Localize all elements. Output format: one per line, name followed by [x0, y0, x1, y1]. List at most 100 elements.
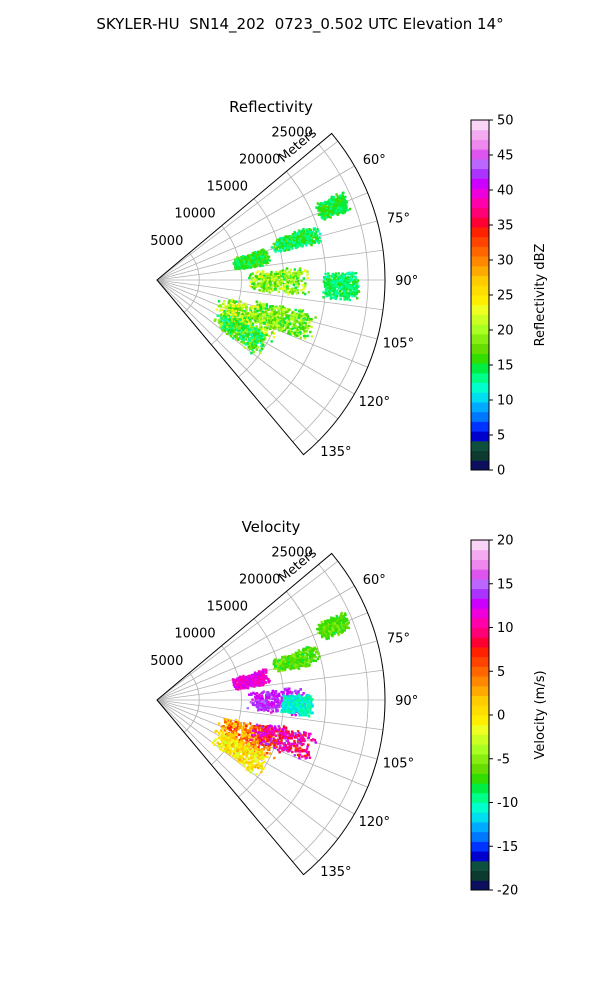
azimuth-gridline: [156, 279, 339, 420]
colorbar-tick-label: 15: [497, 577, 514, 592]
azimuth-tick-label: 90°: [395, 694, 418, 709]
echo-layer: [213, 191, 361, 355]
echo-cell: [249, 300, 317, 340]
azimuth-tick-label: 75°: [387, 631, 410, 646]
colorbar-segment: [471, 617, 489, 628]
colorbar-segment: [471, 421, 489, 432]
echo-cell: [280, 693, 314, 718]
colorbar-segment: [471, 392, 489, 403]
azimuth-tick-label: 105°: [383, 337, 414, 352]
echo-cell: [250, 723, 317, 760]
colorbar-segment: [471, 363, 489, 374]
colorbar-segment: [471, 608, 489, 619]
azimuth-gridline: [156, 669, 384, 701]
colorbar-tick-label: 20: [497, 324, 514, 339]
range-tick-label: 20000: [239, 152, 280, 167]
echo-cell: [315, 191, 352, 221]
range-ring-10000: [211, 225, 242, 345]
colorbar-segment: [471, 188, 489, 199]
azimuth-gridline: [156, 585, 355, 701]
azimuth-tick-label: 105°: [383, 757, 414, 772]
colorbar-segment: [471, 802, 489, 813]
colorbar-segment: [471, 569, 489, 580]
colorbar-segment: [471, 685, 489, 697]
colorbar-segment: [471, 129, 489, 140]
azimuth-gridline: [156, 220, 378, 281]
colorbar-tick-label: -10: [497, 796, 518, 811]
range-tick-label: 25000: [271, 545, 312, 560]
colorbar-tick-label: 50: [497, 114, 514, 129]
echo-layer: [211, 611, 351, 776]
colorbar-tick-label: 0: [497, 464, 505, 479]
colorbar-segment: [471, 880, 489, 891]
colorbar-segment: [471, 295, 489, 306]
colorbar-tick-label: 5: [497, 429, 505, 444]
colorbar-segment: [471, 411, 489, 422]
azimuth-gridline: [156, 699, 319, 862]
colorbar-tick-label: -15: [497, 840, 518, 855]
azimuth-tick-label: 90°: [395, 274, 418, 289]
panel-reflectivity: Reflectivity500010000150002000025000Mete…: [150, 98, 548, 479]
colorbar-tick-label: 45: [497, 149, 514, 164]
colorbar-tick-label: 25: [497, 289, 514, 304]
echo-cell: [316, 611, 351, 641]
colorbar-segment: [471, 598, 489, 609]
colorbar-segment: [471, 627, 489, 638]
colorbar-segment: [471, 450, 489, 461]
colorbar-segment: [471, 158, 489, 170]
azimuth-gridline: [156, 140, 339, 281]
colorbar-segment: [471, 197, 489, 208]
azimuth-gridline: [156, 165, 355, 281]
colorbar-segment: [471, 217, 489, 228]
range-tick-label: 20000: [239, 572, 280, 587]
range-tick-label: 5000: [150, 654, 183, 669]
colorbar-segment: [471, 549, 489, 560]
colorbar-segment: [471, 401, 489, 413]
echo-cell: [322, 271, 361, 302]
colorbar-segment: [471, 324, 489, 335]
azimuth-tick-label: 120°: [359, 815, 390, 830]
colorbar-segment: [471, 734, 489, 745]
colorbar-segment: [471, 343, 489, 354]
colorbar-segment: [471, 372, 489, 383]
colorbar-segment: [471, 559, 489, 570]
colorbar-segment: [471, 666, 489, 677]
colorbar-segment: [471, 353, 489, 364]
colorbar-tick-label: 15: [497, 359, 514, 374]
colorbar-tick-label: 35: [497, 219, 514, 234]
azimuth-tick-label: 75°: [387, 211, 410, 226]
range-tick-label: 15000: [207, 600, 248, 615]
colorbar-segment: [471, 431, 489, 442]
colorbar-segment: [471, 695, 489, 706]
range-ring-25000: [292, 564, 369, 863]
colorbar-segment: [471, 168, 489, 179]
range-ring-15000: [238, 198, 285, 378]
colorbar-segment: [471, 646, 489, 658]
echo-cell: [231, 668, 271, 691]
colorbar-segment: [471, 715, 489, 726]
colorbar-tick-label: 0: [497, 709, 505, 724]
azimuth-gridline: [156, 279, 384, 311]
colorbar-segment: [471, 578, 489, 590]
echo-cell: [213, 313, 268, 355]
colorbar-segment: [471, 656, 489, 667]
azimuth-gridline: [156, 560, 339, 701]
colorbar-segment: [471, 333, 489, 345]
azimuth-tick-label: 135°: [320, 445, 351, 460]
colorbar-segment: [471, 705, 489, 716]
range-tick-label: 25000: [271, 125, 312, 140]
sector-outline: [156, 132, 386, 456]
colorbar-segment: [471, 265, 489, 277]
colorbar-segment: [471, 256, 489, 267]
sector-outline: [156, 552, 386, 876]
azimuth-tick-label: 60°: [363, 573, 386, 588]
colorbar-tick-label: 20: [497, 534, 514, 549]
colorbar-segment: [471, 870, 489, 881]
colorbar-segment: [471, 724, 489, 735]
colorbar-tick-label: -5: [497, 752, 510, 767]
colorbar-segment: [471, 812, 489, 823]
colorbar-segment: [471, 314, 489, 325]
colorbar-segment: [471, 744, 489, 755]
